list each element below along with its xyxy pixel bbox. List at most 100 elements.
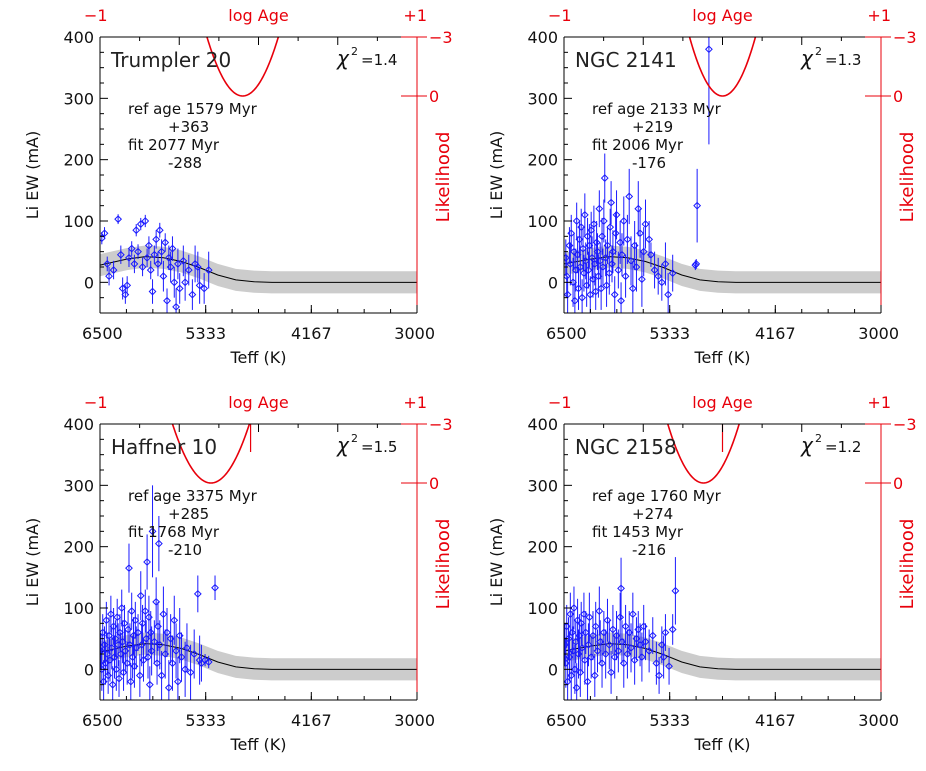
data-marker: [100, 234, 106, 243]
data-point: [661, 614, 670, 651]
data-marker: [612, 210, 621, 219]
data-marker: [184, 266, 193, 274]
data-point: [157, 650, 166, 700]
data-point: [130, 254, 139, 274]
y-tick-label: 400: [527, 28, 558, 47]
data-point: [621, 604, 630, 648]
data-point: [584, 623, 593, 667]
top-axis-max-label: +1: [867, 393, 891, 412]
model-uncertainty-band: [100, 245, 417, 294]
x-tick-label: 3000: [394, 324, 435, 343]
data-marker: [598, 659, 606, 668]
data-marker: [116, 628, 124, 637]
data-marker: [170, 278, 179, 287]
data-marker: [145, 241, 153, 250]
data-point: [668, 614, 677, 645]
data-marker: [650, 266, 659, 274]
data-point: [627, 236, 635, 286]
ref-age-value: 2133: [650, 100, 688, 118]
data-marker: [614, 266, 623, 274]
data-marker: [166, 263, 175, 271]
data-point: [648, 617, 657, 654]
data-point: [581, 611, 590, 654]
data-point: [145, 666, 154, 700]
data-point: [136, 217, 145, 231]
data-point: [107, 626, 116, 670]
data-point: [665, 647, 673, 685]
data-marker: [123, 659, 132, 668]
data-point: [168, 635, 177, 691]
y-tick-label: 300: [527, 89, 558, 108]
ref-age-plus: +274: [632, 505, 673, 523]
data-point: [111, 620, 120, 658]
data-marker: [108, 680, 117, 689]
data-point: [606, 208, 615, 246]
data-marker: [609, 247, 617, 256]
data-marker: [195, 281, 204, 290]
fit-age-minus: -288: [168, 154, 202, 172]
likelihood-tick-label: 0: [893, 474, 903, 493]
data-marker: [569, 278, 577, 287]
data-marker: [614, 647, 623, 655]
plot-area: [564, 557, 881, 700]
fit-age-line: fit 2006 Myr: [592, 136, 684, 154]
data-marker: [581, 256, 590, 265]
data-point: [616, 592, 625, 642]
likelihood-curve: [666, 424, 741, 484]
data-point: [135, 654, 144, 697]
data-point: [172, 288, 180, 313]
data-point: [132, 224, 141, 237]
data-point: [619, 196, 628, 246]
data-marker: [599, 217, 608, 225]
data-point: [201, 654, 209, 667]
data-marker: [580, 656, 589, 665]
data-marker: [153, 659, 161, 668]
data-point: [184, 254, 193, 286]
data-marker: [103, 260, 112, 268]
data-point: [621, 254, 630, 298]
data-marker: [616, 613, 625, 622]
data-marker: [605, 640, 614, 649]
data-point: [612, 190, 621, 240]
data-point: [578, 279, 587, 313]
x-axis-label: Teff (K): [230, 735, 287, 754]
y-tick-label: 100: [527, 212, 558, 231]
data-marker: [617, 584, 625, 593]
data-marker: [200, 284, 209, 293]
data-marker: [587, 226, 596, 235]
data-point: [577, 601, 586, 645]
top-axis-min-label: −1: [548, 6, 572, 25]
fit-age-minus: -210: [168, 541, 202, 559]
data-marker: [601, 650, 610, 658]
data-marker: [664, 290, 673, 299]
chi-square-symbol: χ: [336, 46, 350, 70]
y-tick-label: 0: [84, 273, 94, 292]
data-marker: [576, 263, 585, 271]
data-point: [611, 211, 620, 255]
data-marker: [645, 235, 654, 244]
data-marker: [647, 250, 655, 259]
data-marker: [592, 238, 601, 247]
data-marker: [610, 290, 619, 299]
data-marker: [148, 527, 157, 536]
panel-ngc-2141: 0 100 200 300 400 6500 5333 4167 3000 Teff (K) Li …: [487, 6, 918, 367]
data-point: [117, 589, 126, 627]
data-marker: [127, 607, 136, 615]
data-marker: [596, 256, 605, 265]
ref-age-value: 1760: [650, 487, 688, 505]
likelihood-tick-label: 0: [893, 87, 903, 106]
data-marker: [608, 260, 616, 268]
x-tick-label: 5333: [649, 711, 690, 730]
chi-square-value: =1.4: [361, 51, 397, 69]
data-point: [200, 273, 209, 304]
data-point: [166, 251, 175, 283]
data-marker: [135, 671, 144, 680]
data-marker: [585, 613, 594, 622]
data-point: [599, 248, 607, 286]
data-point: [657, 263, 666, 301]
data-point: [179, 245, 188, 277]
data-point: [641, 623, 650, 661]
data-point: [123, 641, 132, 685]
data-marker: [152, 597, 161, 606]
